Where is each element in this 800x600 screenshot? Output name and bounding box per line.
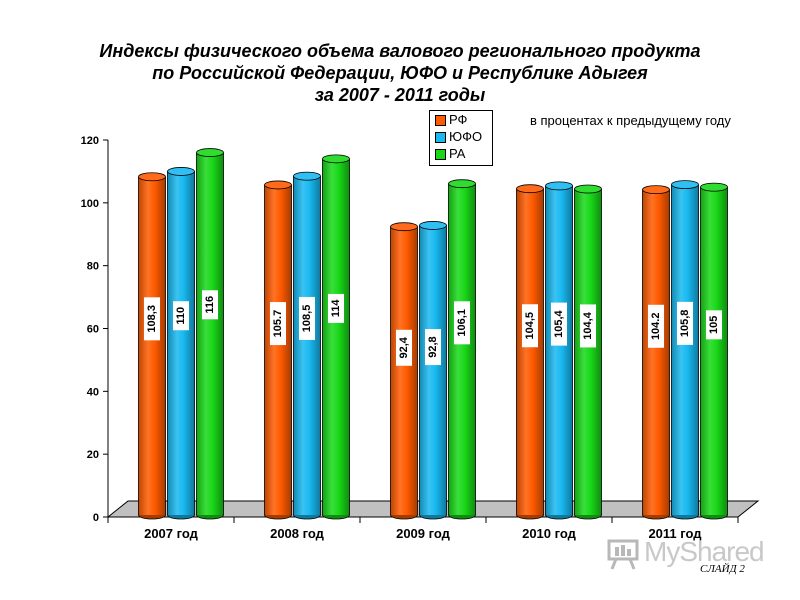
watermark-logo: MyShared <box>606 536 765 572</box>
data-label: 110 <box>175 307 187 325</box>
bar-top <box>516 184 544 194</box>
bar-top <box>545 181 573 191</box>
data-label: 116 <box>204 296 216 314</box>
bar <box>516 188 544 515</box>
bar <box>700 187 728 515</box>
data-label-box <box>551 302 567 346</box>
title-line-2: по Российской Федерации, ЮФО и Республик… <box>152 63 648 83</box>
bar-top <box>700 182 728 192</box>
bar <box>642 189 670 515</box>
bar-top <box>419 221 447 230</box>
data-label-box <box>425 329 441 366</box>
bar <box>419 225 447 515</box>
y-tick-label: 80 <box>87 261 99 273</box>
bar <box>138 176 166 515</box>
data-label: 104.2 <box>650 313 662 341</box>
bar <box>390 226 418 515</box>
bar-top <box>196 148 224 157</box>
bar-top <box>448 179 476 189</box>
data-label-box <box>580 304 596 348</box>
legend-label-ufo: ЮФО <box>449 129 483 144</box>
x-tick-label: 2011 год <box>648 526 702 541</box>
data-label: 105 <box>708 316 720 334</box>
data-label-box <box>202 290 218 320</box>
y-tick-label: 100 <box>81 198 99 210</box>
data-label-box <box>648 304 664 348</box>
data-label-box <box>270 302 286 346</box>
data-label-box <box>706 310 722 340</box>
legend-label-rf: РФ <box>449 112 468 127</box>
data-label-box <box>677 301 693 345</box>
data-label: 92,8 <box>427 336 439 357</box>
title-line-3: за 2007 - 2011 годы <box>314 85 486 105</box>
chart-title: Индексы физического объема валового реги… <box>0 40 800 106</box>
data-label: 105.7 <box>272 310 284 338</box>
data-label: 104,5 <box>524 312 536 340</box>
y-tick-label: 0 <box>93 512 99 524</box>
bar <box>574 189 602 515</box>
y-tick-label: 60 <box>87 324 99 336</box>
data-label: 104,4 <box>582 311 594 339</box>
data-label-box <box>328 293 344 323</box>
legend-label-ra: РА <box>449 146 466 161</box>
bar <box>448 183 476 515</box>
data-label: 106,1 <box>456 309 468 337</box>
data-label: 105,4 <box>553 309 565 337</box>
bar-top <box>390 222 418 232</box>
bar-top <box>574 184 602 194</box>
bar-top <box>642 185 670 195</box>
data-label: 114 <box>330 299 342 318</box>
chart-subtitle: в процентах к предыдущему году <box>530 113 731 128</box>
legend-item-rf: РФ <box>430 112 492 128</box>
y-tick-label: 120 <box>81 135 99 147</box>
title-line-1: Индексы физического объема валового реги… <box>99 41 701 61</box>
data-label: 105,8 <box>679 310 691 338</box>
data-label-box <box>173 301 189 331</box>
legend-swatch-rf <box>435 115 446 126</box>
bar-top <box>167 167 195 176</box>
data-label-box <box>144 297 160 341</box>
bar <box>264 184 292 515</box>
bar <box>293 176 321 516</box>
data-label: 92,4 <box>398 336 410 358</box>
data-label: 108,3 <box>146 305 158 333</box>
bar-top <box>322 154 350 164</box>
legend-item-ufo: ЮФО <box>430 129 492 145</box>
x-tick-label: 2008 год <box>270 526 325 541</box>
data-label-box <box>454 301 470 345</box>
bar-top <box>138 172 166 182</box>
presentation-board-icon <box>607 539 639 570</box>
data-label-box <box>396 329 412 366</box>
bar <box>322 158 350 515</box>
bar-top <box>293 171 321 181</box>
bar <box>545 185 573 515</box>
slide-label: СЛАЙД 2 <box>700 563 745 575</box>
y-tick-label: 20 <box>87 449 99 461</box>
legend-swatch-ra <box>435 149 446 160</box>
bar <box>671 184 699 515</box>
data-label-box <box>299 296 315 340</box>
x-tick-label: 2007 год <box>144 526 199 541</box>
y-tick-label: 40 <box>87 386 99 398</box>
data-label-box <box>522 304 538 348</box>
legend: РФ ЮФО РА <box>429 110 493 166</box>
x-tick-label: 2009 год <box>396 526 451 541</box>
bar-top <box>264 180 292 190</box>
legend-swatch-ufo <box>435 132 446 143</box>
x-tick-label: 2010 год <box>522 526 577 541</box>
legend-item-ra: РА <box>430 146 492 162</box>
bar-top <box>671 180 699 190</box>
data-label: 108,5 <box>301 305 313 333</box>
bar <box>196 152 224 516</box>
logo-text: MyShared <box>644 536 765 567</box>
bar <box>167 171 195 515</box>
